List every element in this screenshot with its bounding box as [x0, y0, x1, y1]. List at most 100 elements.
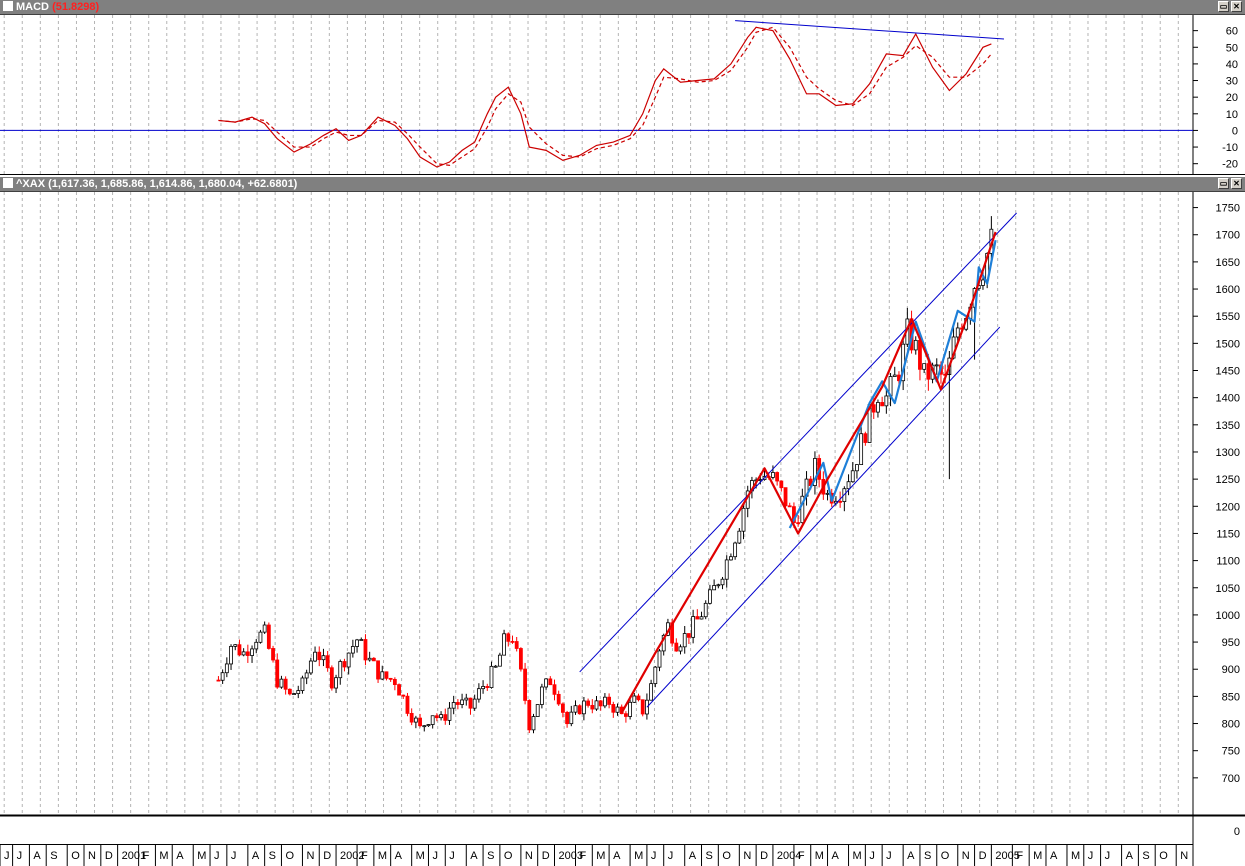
- candle-body: [922, 363, 927, 370]
- y-tick-label: 0: [1232, 125, 1238, 137]
- candle-body: [233, 644, 238, 647]
- x-tick-label: F: [143, 850, 150, 862]
- restore-icon[interactable]: ▭: [1218, 178, 1229, 189]
- candle-body: [250, 648, 254, 656]
- restore-icon[interactable]: ▭: [1218, 1, 1229, 12]
- candle-body: [876, 402, 880, 413]
- candle-body: [590, 704, 595, 710]
- candle-body: [539, 686, 544, 705]
- candle-body: [624, 713, 628, 717]
- candle-body: [863, 433, 868, 443]
- candle-body: [363, 639, 368, 661]
- candle-body: [560, 703, 565, 713]
- x-tick-label: M: [159, 850, 168, 862]
- x-tick-label: F: [579, 850, 586, 862]
- candles: [216, 216, 994, 734]
- x-tick-label: D: [760, 850, 768, 862]
- candle-body: [304, 672, 309, 679]
- candle-body: [871, 404, 876, 413]
- x-tick-label: O: [1159, 850, 1168, 862]
- candle-body: [237, 644, 242, 656]
- y-tick-label: 40: [1226, 59, 1238, 71]
- candle-body: [846, 481, 851, 490]
- y-tick-label: 1100: [1216, 556, 1240, 568]
- candle-body: [569, 711, 574, 725]
- x-tick-label: 2005: [995, 850, 1019, 862]
- x-tick-label: 2003: [558, 850, 582, 862]
- y-tick-label: 50: [1226, 42, 1238, 54]
- candle-body: [771, 472, 775, 478]
- price-chart: 700 750 800 850 900 950 1000 1050 1100 1150 1200 12…: [0, 192, 1245, 866]
- y-tick-label: 1400: [1216, 393, 1240, 405]
- candle-body: [489, 665, 494, 688]
- macd-line: [218, 26, 992, 168]
- x-tick-label: D: [105, 850, 113, 862]
- candle-body: [527, 700, 532, 731]
- wave-blue-line: [788, 239, 997, 529]
- candle-body: [350, 646, 355, 654]
- x-tick-label: N: [525, 850, 533, 862]
- candle-body: [934, 364, 939, 367]
- candle-body: [451, 702, 456, 709]
- x-tick-label: M: [378, 850, 387, 862]
- candle-body: [565, 711, 569, 725]
- y-tick-label: 30: [1226, 76, 1238, 88]
- y-tick-label: 1250: [1216, 474, 1240, 486]
- x-tick-label: D: [979, 850, 987, 862]
- y-tick-label: 1650: [1216, 257, 1240, 269]
- candle-body: [506, 633, 511, 642]
- candle-body: [586, 700, 590, 706]
- candle-body: [850, 470, 855, 483]
- x-tick-label: M: [815, 850, 824, 862]
- candle-body: [548, 678, 553, 686]
- candle-body: [787, 505, 792, 508]
- candle-body: [603, 696, 607, 707]
- candle-body: [476, 688, 481, 700]
- candle-body: [397, 684, 401, 696]
- candle-body: [628, 701, 633, 717]
- candle-body: [636, 695, 641, 701]
- x-tick-label: F: [798, 850, 805, 862]
- candle-body: [464, 697, 469, 701]
- candle-body: [712, 585, 717, 591]
- x-tick-label: S: [924, 850, 931, 862]
- candle-body: [741, 507, 746, 532]
- candle-body: [329, 667, 334, 689]
- candle-body: [729, 556, 733, 561]
- close-icon[interactable]: ✕: [1231, 1, 1242, 12]
- candle-body: [855, 464, 859, 472]
- y-tick-label: 20: [1226, 92, 1238, 104]
- candle-body: [695, 616, 700, 620]
- y-tick-label: 900: [1222, 664, 1240, 676]
- macd-title: MACD: [16, 1, 49, 13]
- panel-checkbox-icon[interactable]: [3, 1, 13, 11]
- candle-body: [455, 702, 460, 705]
- candle-body: [607, 696, 612, 705]
- candle-body: [913, 339, 918, 351]
- candle-body: [346, 652, 351, 668]
- candle-body: [892, 374, 897, 377]
- candle-body: [443, 714, 448, 721]
- x-tick-label: J: [214, 850, 220, 862]
- candle-body: [359, 639, 364, 641]
- candle-body: [518, 648, 523, 670]
- x-tick-label: O: [71, 850, 80, 862]
- candle-body: [514, 641, 519, 649]
- candle-body: [275, 659, 280, 688]
- x-tick-label: A: [613, 850, 621, 862]
- x-tick-label: N: [962, 850, 970, 862]
- candle-body: [577, 705, 582, 715]
- panel-checkbox-icon[interactable]: [3, 178, 13, 188]
- x-tick-label: J: [668, 850, 674, 862]
- candle-body: [401, 694, 406, 697]
- x-tick-label: D: [323, 850, 331, 862]
- y-tick-label: -10: [1222, 142, 1238, 154]
- candle-body: [880, 402, 885, 407]
- x-tick-label: A: [1126, 850, 1134, 862]
- bottom-zero-label: 0: [1234, 826, 1240, 838]
- x-tick-label: D: [542, 850, 550, 862]
- close-icon[interactable]: ✕: [1231, 178, 1242, 189]
- candle-body: [317, 651, 322, 661]
- y-tick-label: 1200: [1216, 501, 1240, 513]
- x-tick-label: O: [941, 850, 950, 862]
